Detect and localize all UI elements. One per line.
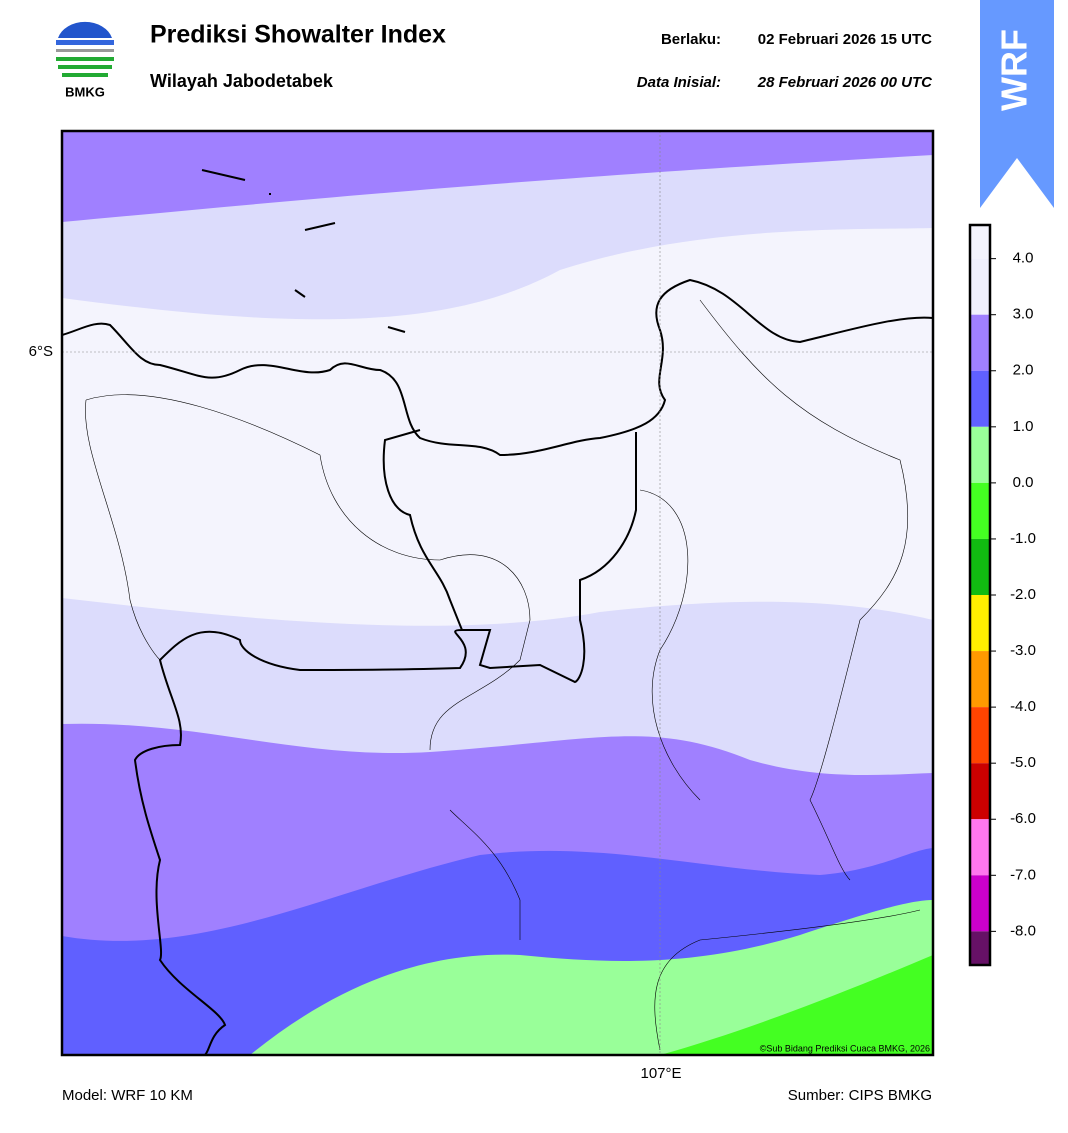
colorbar-segment [970,707,990,764]
colorbar-tick-label: 2.0 [1013,362,1034,379]
colorbar-segment [970,931,990,965]
colorbar-segment [970,426,990,483]
colorbar-tick-label: -8.0 [1010,922,1036,939]
lat-label: 6°S [29,343,53,360]
colorbar-tick-label: -2.0 [1010,586,1036,603]
colorbar-tick-label: 1.0 [1013,418,1034,435]
valid-label: Berlaku: [661,31,721,48]
colorbar-segment [970,819,990,876]
lon-label: 107°E [640,1065,681,1082]
colorbar-segment [970,314,990,371]
colorbar-segment [970,538,990,595]
colorbar-tick-label: -1.0 [1010,530,1036,547]
logo: BMKG [56,21,114,99]
colorbar-segment [970,370,990,427]
valid-time: 02 Februari 2026 15 UTC [758,31,932,48]
model-label: Model: WRF 10 KM [62,1087,193,1104]
logo-text: BMKG [65,84,105,99]
colorbar-tick-label: 3.0 [1013,306,1034,323]
colorbar-segment [970,763,990,820]
colorbar-tick-label: -7.0 [1010,866,1036,883]
wrf-badge: WRF [980,0,1054,208]
colorbar-tick-label: -4.0 [1010,698,1036,715]
colorbar-tick-label: -5.0 [1010,754,1036,771]
map: ©Sub Bidang Prediksi Cuaca BMKG, 2026 [62,131,933,1055]
colorbar-segment [970,595,990,652]
colorbar-tick-label: 4.0 [1013,250,1034,267]
badge-text: WRF [994,29,1035,111]
colorbar-tick-label: -3.0 [1010,642,1036,659]
colorbar-segment [970,482,990,539]
title: Prediksi Showalter Index [150,21,446,49]
colorbar-segment [970,651,990,708]
map-frame [60,129,935,1057]
init-label: Data Inisial: [637,74,721,91]
colorbar-tick-label: -6.0 [1010,810,1036,827]
colorbar-segment [970,258,990,315]
credit: ©Sub Bidang Prediksi Cuaca BMKG, 2026 [760,1043,930,1053]
colorbar-segment [970,875,990,932]
subtitle: Wilayah Jabodetabek [150,71,334,91]
colorbar: 4.0 3.0 2.0 1.0 0.0 -1.0 -2.0 -3.0 -4.0 -5.0 -6.0 -… [968,223,1036,967]
source-label: Sumber: CIPS BMKG [788,1087,932,1104]
colorbar-tick-label: 0.0 [1013,474,1034,491]
colorbar-segment [970,225,990,259]
init-time: 28 Februari 2026 00 UTC [757,74,933,91]
